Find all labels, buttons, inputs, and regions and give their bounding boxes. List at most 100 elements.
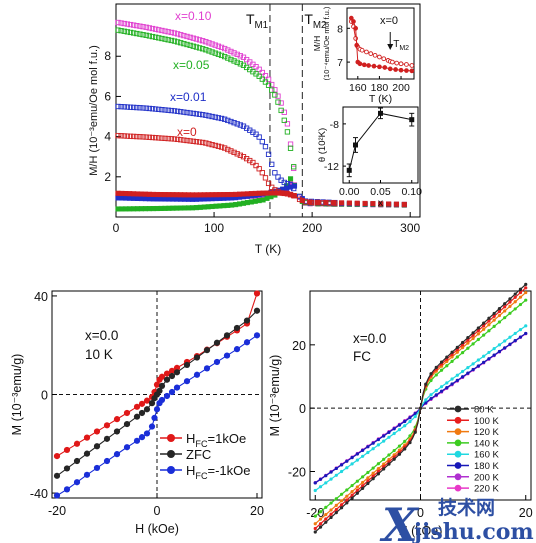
br-series-point — [455, 378, 459, 382]
top-fc-point — [200, 46, 206, 52]
br-series-point — [518, 335, 523, 339]
bl-series-point — [253, 290, 261, 297]
br-series-point — [466, 336, 470, 340]
bl-series-point — [173, 384, 181, 391]
inset-top-point — [377, 54, 382, 60]
br-series-point — [387, 430, 391, 434]
top-fc-point — [218, 44, 225, 51]
inset-top-point — [398, 61, 404, 67]
top-x-tick-label: 100 — [204, 221, 224, 235]
br-series-point — [434, 373, 438, 377]
bl-y-tick-label: 40 — [34, 290, 48, 304]
br-series-point — [339, 499, 344, 503]
br-series-point — [387, 435, 391, 439]
top-fc-point — [256, 73, 262, 79]
br-series-point — [329, 515, 333, 520]
top-fc-point — [174, 108, 181, 114]
br-series-point — [313, 481, 317, 485]
br-series-point — [324, 505, 328, 510]
top-zfc-point — [291, 183, 298, 189]
br-series-point — [524, 286, 528, 290]
top-fc-point — [212, 114, 218, 120]
bl-legend-label-sub: FC — [195, 439, 208, 449]
bl-series-point — [113, 451, 121, 458]
br-legend-label: 200 K — [474, 472, 499, 483]
bl-series-point — [213, 358, 221, 366]
top-series-label: x=0 — [177, 125, 197, 139]
br-series-point — [408, 440, 412, 445]
br-series-point — [424, 398, 428, 402]
top-fc-point — [234, 151, 240, 157]
bl-series-point — [253, 332, 261, 339]
top-zfc-point — [331, 200, 337, 206]
br-series-point — [329, 512, 333, 516]
top-zfc-point — [370, 201, 376, 207]
br-legend-marker — [454, 405, 462, 413]
top-fc-point — [272, 92, 278, 98]
top-panel: 0 100 200 300 2 4 6 8 T (K) M/H (10⁻³emu/Oe mol f… — [88, 3, 421, 256]
br-series-point — [376, 437, 381, 442]
inset-top-y-axis-label-unit: (10⁻⁴emu/Oe mol f.u.) — [322, 6, 331, 80]
bl-series-point — [103, 435, 111, 442]
top-fc-point — [212, 142, 218, 149]
top-fc-point — [272, 170, 278, 176]
top-fc-point — [140, 134, 146, 140]
br-x-tick-label: -20 — [306, 506, 324, 520]
inset-top-marker-label-base: T — [393, 39, 399, 50]
br-series-point — [397, 423, 402, 427]
top-fc-point — [281, 179, 287, 186]
top-x-tick-label: 300 — [400, 221, 420, 235]
br-series-point — [318, 477, 323, 481]
top-series-label: x=0.05 — [173, 58, 210, 72]
br-series-point — [318, 485, 323, 489]
br-series-point — [482, 324, 486, 328]
br-annotation-line1: x=0.0 — [353, 331, 386, 346]
br-series-point — [334, 497, 338, 501]
top-fc-point — [231, 149, 237, 156]
top-fc-point — [140, 24, 146, 30]
br-series-point — [345, 466, 349, 470]
br-series-point — [408, 416, 412, 420]
br-series-point — [471, 331, 475, 335]
br-series-point — [450, 359, 454, 363]
br-series-point — [413, 430, 417, 434]
top-y-axis-label: M/H (10⁻³emu/Oe mol f.u.) — [88, 45, 100, 176]
br-series-point — [439, 360, 444, 364]
top-fc-point — [152, 34, 159, 40]
top-fc-point — [178, 137, 184, 143]
bl-series-point — [223, 352, 231, 359]
top-fc-point — [196, 37, 203, 43]
br-series-point — [492, 311, 496, 316]
inset-top-point — [371, 63, 377, 69]
inset-bottom-panel: 0.00 0.05 0.10 -12 -8 x θ (10²K) — [317, 106, 422, 209]
top-fc-point — [165, 37, 171, 43]
br-legend-label: 100 K — [474, 416, 499, 427]
top-y-tick-label: 6 — [104, 89, 111, 103]
br-series-point — [382, 457, 386, 461]
inset-top-point — [366, 63, 371, 68]
top-fc-point — [115, 27, 121, 33]
top-fc-point — [118, 104, 124, 110]
br-series-point — [434, 365, 438, 369]
br-series-point — [403, 419, 407, 424]
bottom-right-panel: -20 0 20 -20 0 20 H (kOe) M (10⁻³emu/g) x=0.0 FC 8… — [268, 282, 533, 538]
top-fc-point — [171, 38, 178, 44]
inset-top-point — [353, 36, 358, 41]
top-zfc-point — [338, 200, 345, 206]
br-series-point — [445, 359, 449, 364]
top-fc-point — [143, 134, 149, 140]
bottom-left-panel: -20 0 20 -40 0 40 H (kOe) M (10⁻³emu/g) x=0.0 10 … — [10, 290, 264, 536]
top-fc-point — [269, 81, 275, 88]
br-series-point — [492, 347, 496, 351]
inset-top-point — [409, 63, 415, 68]
br-series-point — [503, 305, 507, 309]
top-fc-point — [187, 110, 193, 116]
bl-series-point — [203, 365, 211, 372]
top-fc-point — [181, 137, 187, 143]
br-series-point — [476, 326, 480, 330]
top-fc-point — [134, 104, 140, 111]
bl-legend-label: HFC=-1kOe — [186, 463, 251, 481]
br-series-point — [445, 355, 449, 359]
inset-bottom-x-axis-label: x — [378, 197, 384, 209]
br-series-point — [487, 323, 491, 327]
